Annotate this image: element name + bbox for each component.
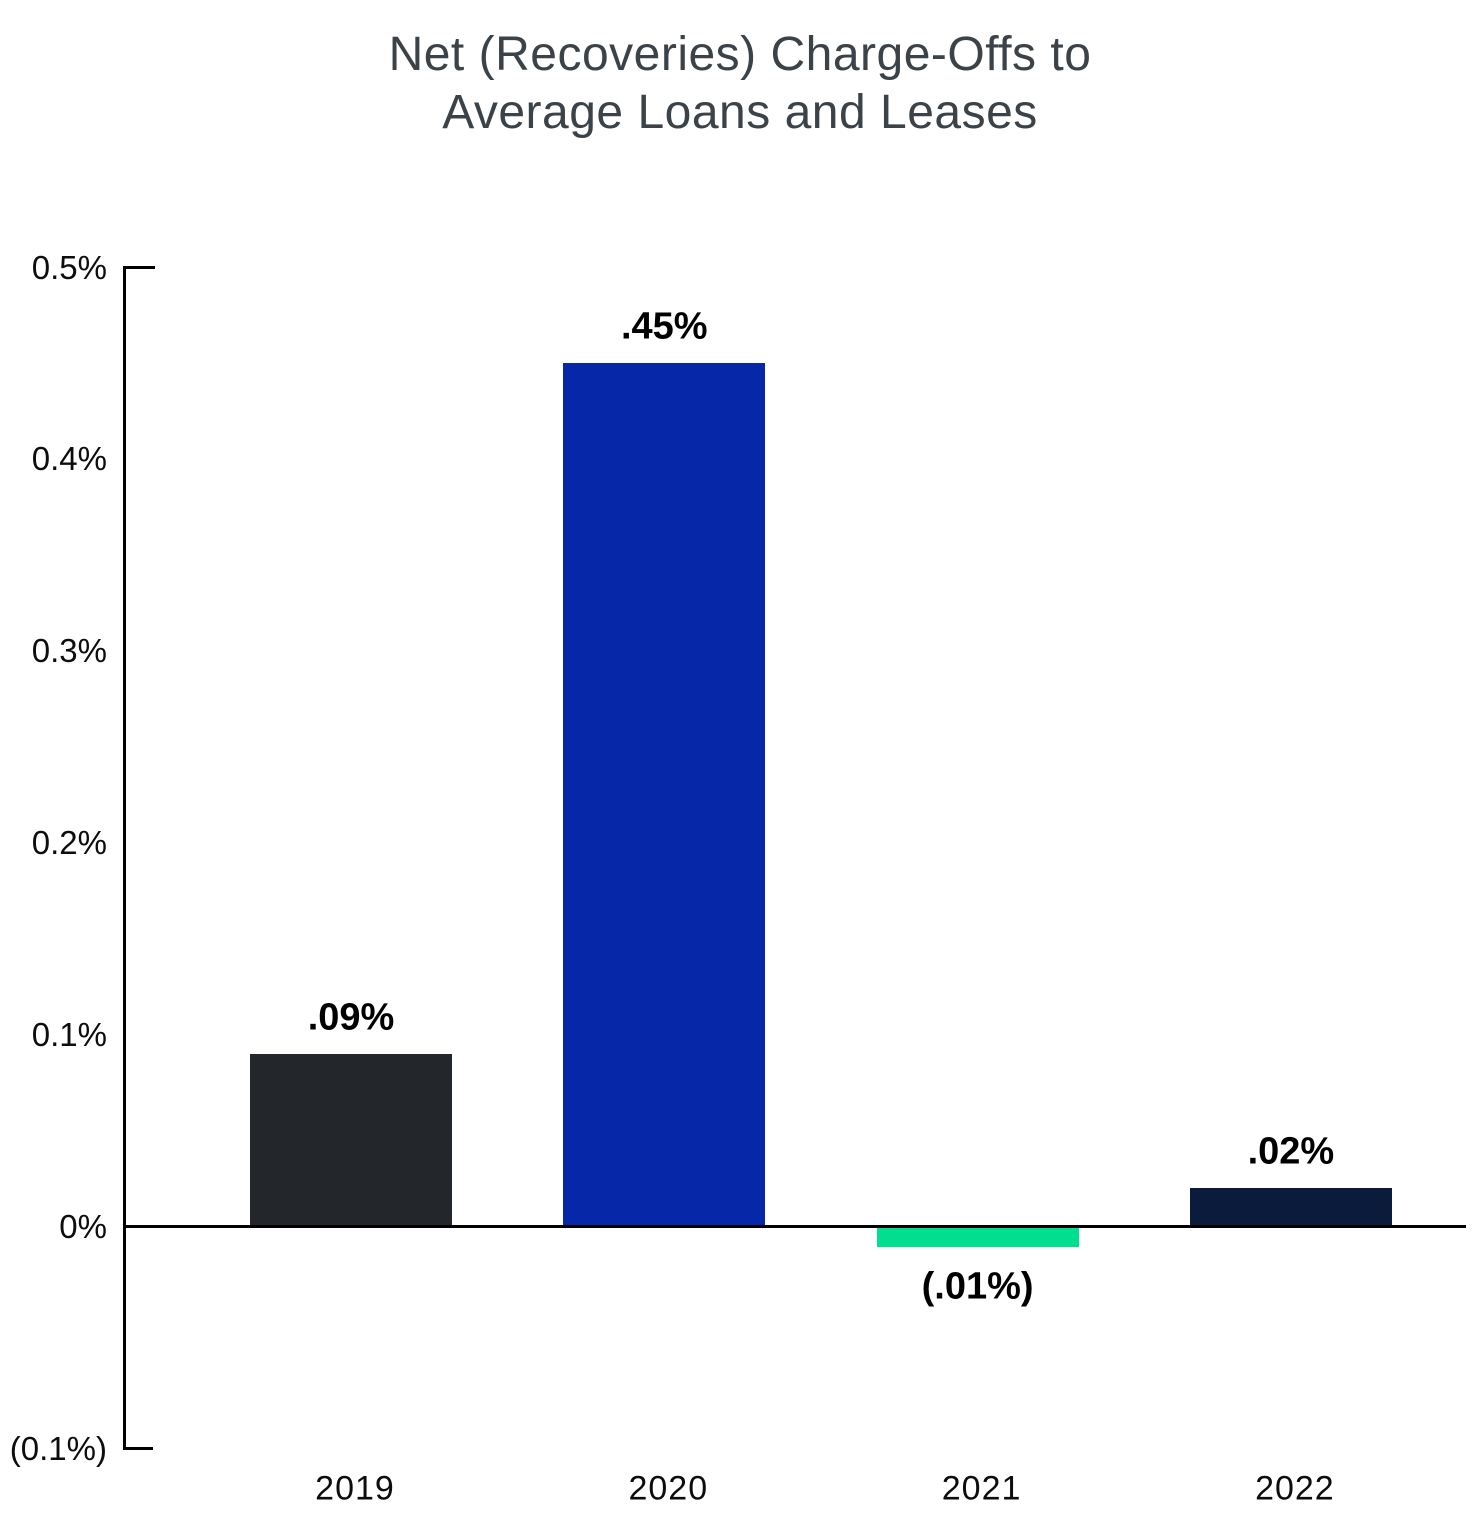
y-tick-label-0.1: (0.1%) xyxy=(9,1429,107,1467)
y-tick-label-0.1: 0.1% xyxy=(31,1015,107,1053)
y-axis-line xyxy=(123,266,126,1450)
x-tick-label-2021: 2021 xyxy=(941,1469,1022,1508)
bar-value-label-2022: .02% xyxy=(1247,1130,1335,1173)
bar-2019 xyxy=(250,1053,452,1227)
x-tick-label-2019: 2019 xyxy=(315,1469,395,1508)
y-tick-label-0.2: 0.2% xyxy=(31,823,107,861)
y-tick-label-0.5: 0.5% xyxy=(31,248,107,286)
x-tick-label-2020: 2020 xyxy=(628,1469,709,1508)
y-tick-label-0: 0% xyxy=(59,1207,107,1245)
y-tick-label-0.3: 0.3% xyxy=(31,632,107,670)
chart-title: Net (Recoveries) Charge-Offs to Average … xyxy=(0,26,1480,142)
bar-value-label-2020: .45% xyxy=(620,305,708,348)
y-axis-top-tick xyxy=(123,266,155,269)
y-tick-label-0.4: 0.4% xyxy=(31,440,107,478)
chart-title-line1: Net (Recoveries) Charge-Offs to xyxy=(388,28,1092,81)
x-tick-label-2022: 2022 xyxy=(1255,1469,1335,1508)
bar-value-label-2021: (.01%) xyxy=(921,1265,1034,1308)
chart-title-line2: Average Loans and Leases xyxy=(442,86,1038,139)
bar-2020 xyxy=(563,363,766,1227)
bar-2022 xyxy=(1189,1188,1392,1227)
bar-2021 xyxy=(876,1228,1079,1248)
bar-value-label-2019: .09% xyxy=(307,996,395,1039)
y-axis-bottom-tick xyxy=(123,1447,153,1450)
zero-baseline xyxy=(123,1225,1466,1228)
